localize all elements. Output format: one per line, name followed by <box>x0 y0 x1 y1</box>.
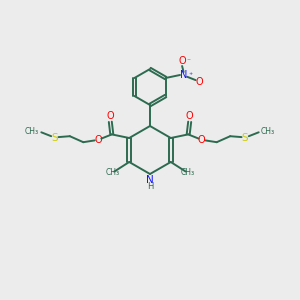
Text: N: N <box>180 70 187 80</box>
Text: O: O <box>106 111 114 122</box>
Text: ⁺: ⁺ <box>188 70 192 80</box>
Text: CH₃: CH₃ <box>106 168 120 177</box>
Text: ⁻: ⁻ <box>187 56 191 65</box>
Text: O: O <box>186 111 194 122</box>
Text: H: H <box>147 182 153 191</box>
Text: O: O <box>94 135 102 145</box>
Text: S: S <box>52 133 58 143</box>
Text: CH₃: CH₃ <box>180 168 194 177</box>
Text: O: O <box>178 56 186 66</box>
Text: CH₃: CH₃ <box>25 127 39 136</box>
Text: O: O <box>196 76 203 87</box>
Text: N: N <box>146 175 154 185</box>
Text: S: S <box>242 133 248 143</box>
Text: CH₃: CH₃ <box>261 127 275 136</box>
Text: O: O <box>198 135 206 145</box>
